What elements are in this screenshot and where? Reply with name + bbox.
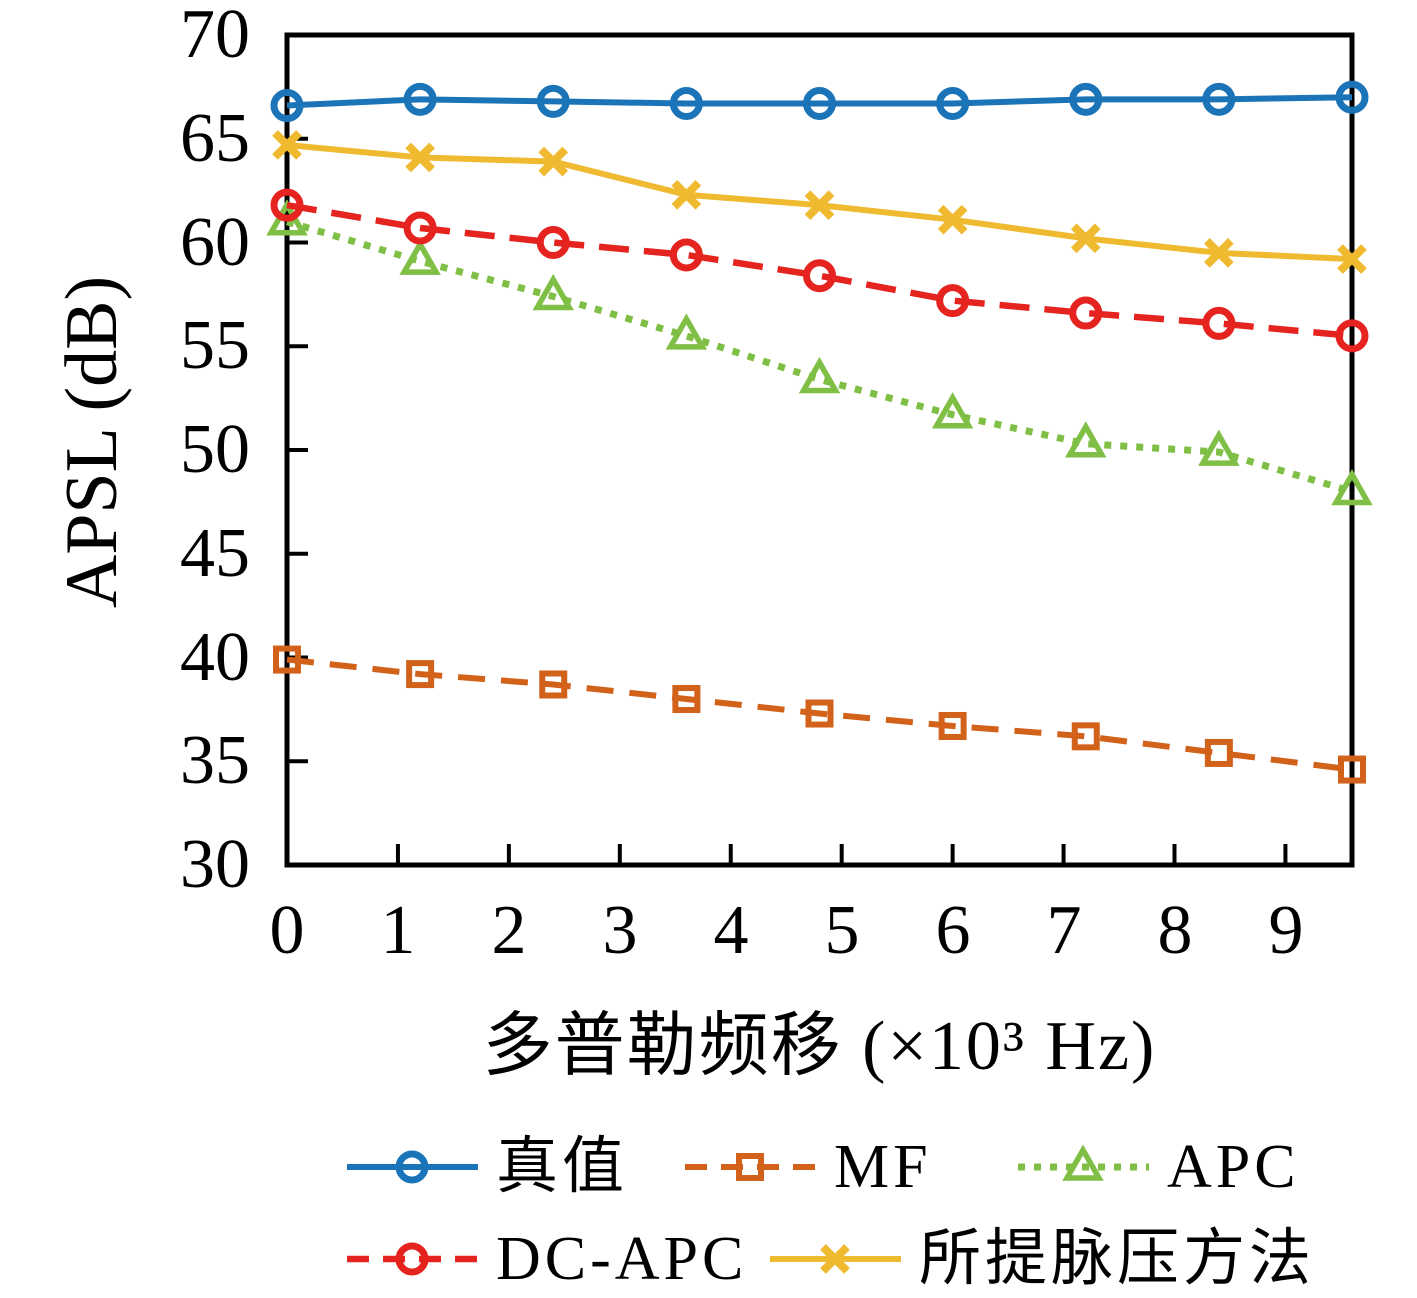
y-tick-label: 65 (180, 99, 250, 177)
legend-label-mf: MF (834, 1133, 932, 1201)
x-tick-label: 4 (713, 892, 749, 969)
x-tick-label: 6 (935, 892, 971, 969)
legend-item-mf: MF (683, 1128, 932, 1206)
x-tick-label: 1 (380, 892, 416, 969)
y-tick-label: 60 (180, 203, 250, 281)
x-tick-label: 2 (491, 892, 527, 969)
legend-item-true-value: 真值 (345, 1128, 628, 1206)
x-tick-label: 7 (1046, 892, 1082, 969)
legend-swatch-proposed-method-icon (770, 1244, 901, 1274)
y-tick-label: 70 (180, 0, 250, 73)
legend-item-proposed-method: 所提脉压方法 (768, 1220, 1315, 1298)
x-tick-label: 8 (1157, 892, 1193, 969)
x-tick-label: 5 (824, 892, 860, 969)
y-tick-label: 50 (180, 411, 250, 488)
y-tick-label: 55 (180, 307, 250, 385)
x-axis-tick-labels: 0 1 2 3 4 5 6 7 8 9 (0, 896, 1417, 976)
y-axis-tick-labels: 70 65 60 55 50 45 40 35 30 (0, 0, 252, 1295)
y-tick-label: 45 (180, 514, 250, 592)
x-axis-title: 多普勒频移 (×10³ Hz) (482, 1008, 1157, 1085)
legend-label-proposed-method: 所提脉压方法 (919, 1225, 1316, 1293)
y-tick-label: 35 (180, 722, 250, 800)
y-axis-title: APSL (dB) (51, 275, 133, 609)
x-tick-label: 9 (1268, 892, 1304, 969)
legend-swatch-mf-icon (685, 1153, 816, 1181)
legend-item-apc: APC (1016, 1128, 1300, 1206)
legend-swatch-dc-apc-icon (347, 1242, 478, 1276)
legend-label-apc: APC (1167, 1133, 1300, 1201)
legend-label-dc-apc: DC-APC (496, 1225, 748, 1293)
y-tick-label: 40 (180, 618, 250, 696)
legend-swatch-apc-icon (1018, 1144, 1149, 1181)
legend-item-dc-apc: DC-APC (345, 1220, 747, 1298)
x-tick-label: 3 (602, 892, 638, 969)
x-tick-label: 0 (269, 892, 305, 969)
legend-swatch-true-value-icon (347, 1150, 478, 1184)
legend-label-true-value: 真值 (496, 1133, 629, 1201)
y-tick-label: 30 (180, 826, 250, 903)
